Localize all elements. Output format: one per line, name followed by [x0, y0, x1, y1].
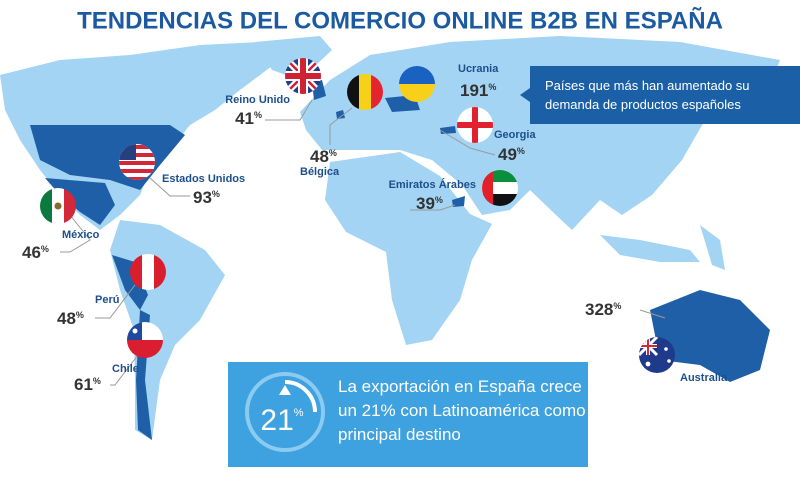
callout-line: un 21% con Latinoamérica como	[338, 401, 586, 420]
country-name: Perú	[95, 294, 119, 306]
country-value: 41%	[235, 109, 262, 128]
value: 46	[22, 243, 41, 262]
country-name: Estados Unidos	[162, 173, 245, 185]
value: 328	[585, 300, 613, 319]
country-name: Georgia	[494, 129, 536, 141]
unit: %	[76, 310, 84, 320]
country-value: 39%	[416, 194, 443, 213]
flag-uae	[482, 170, 518, 206]
unit: %	[488, 82, 496, 92]
country-name: Ucrania	[458, 63, 499, 75]
leader-lines	[60, 99, 666, 386]
unit: %	[254, 110, 262, 120]
unit: %	[294, 407, 304, 419]
unit: %	[435, 195, 443, 205]
value: 21	[260, 404, 293, 437]
country-value: 48%	[310, 147, 337, 166]
country-name: Bélgica	[300, 166, 340, 178]
unit: %	[93, 376, 101, 386]
country-name: Australia	[680, 372, 728, 384]
flag-chile	[127, 322, 163, 358]
value: 48	[57, 309, 76, 328]
flag-mexico	[40, 188, 76, 224]
unit: %	[517, 146, 525, 156]
country-value: 328%	[585, 300, 621, 319]
flag-georgia	[457, 107, 493, 143]
value: 49	[498, 145, 517, 164]
flag-belgium	[347, 74, 383, 110]
unit: %	[613, 301, 621, 311]
flag-uk	[285, 58, 321, 94]
country-value: 191%	[460, 81, 496, 100]
country-name: Emiratos Árabes	[389, 178, 476, 191]
callout-value: 21%	[260, 404, 303, 437]
callout-line: principal destino	[338, 425, 461, 444]
country-labels: Reino Unido 41% 48% Bélgica Ucrania 191%…	[22, 63, 728, 394]
flag-australia	[639, 337, 675, 373]
country-value: 93%	[193, 188, 220, 207]
title: TENDENCIAS DEL COMERCIO ONLINE B2B EN ES…	[77, 6, 723, 34]
callout-box: 21% La exportación en España crece un 21…	[228, 362, 588, 467]
country-value: 48%	[57, 309, 84, 328]
value: 61	[74, 375, 93, 394]
value: 93	[193, 188, 212, 207]
unit: %	[41, 244, 49, 254]
flags	[40, 58, 675, 373]
country-name: Chile	[112, 363, 139, 375]
note-line: demanda de productos españoles	[545, 97, 741, 112]
flag-peru	[130, 254, 166, 290]
country-name: México	[62, 229, 100, 241]
note-line: Países que más han aumentado su	[545, 78, 750, 93]
unit: %	[329, 148, 337, 158]
value: 191	[460, 81, 488, 100]
flag-usa	[119, 144, 155, 180]
flag-ukraine	[399, 66, 435, 102]
country-value: 49%	[498, 145, 525, 164]
note-box: Países que más han aumentado su demanda …	[520, 66, 800, 124]
value: 48	[310, 147, 329, 166]
country-value: 46%	[22, 243, 49, 262]
country-name: Reino Unido	[225, 94, 290, 106]
country-value: 61%	[74, 375, 101, 394]
unit: %	[212, 189, 220, 199]
value: 39	[416, 194, 435, 213]
callout-line: La exportación en España crece	[338, 377, 582, 396]
note-background	[530, 66, 800, 124]
value: 41	[235, 109, 254, 128]
